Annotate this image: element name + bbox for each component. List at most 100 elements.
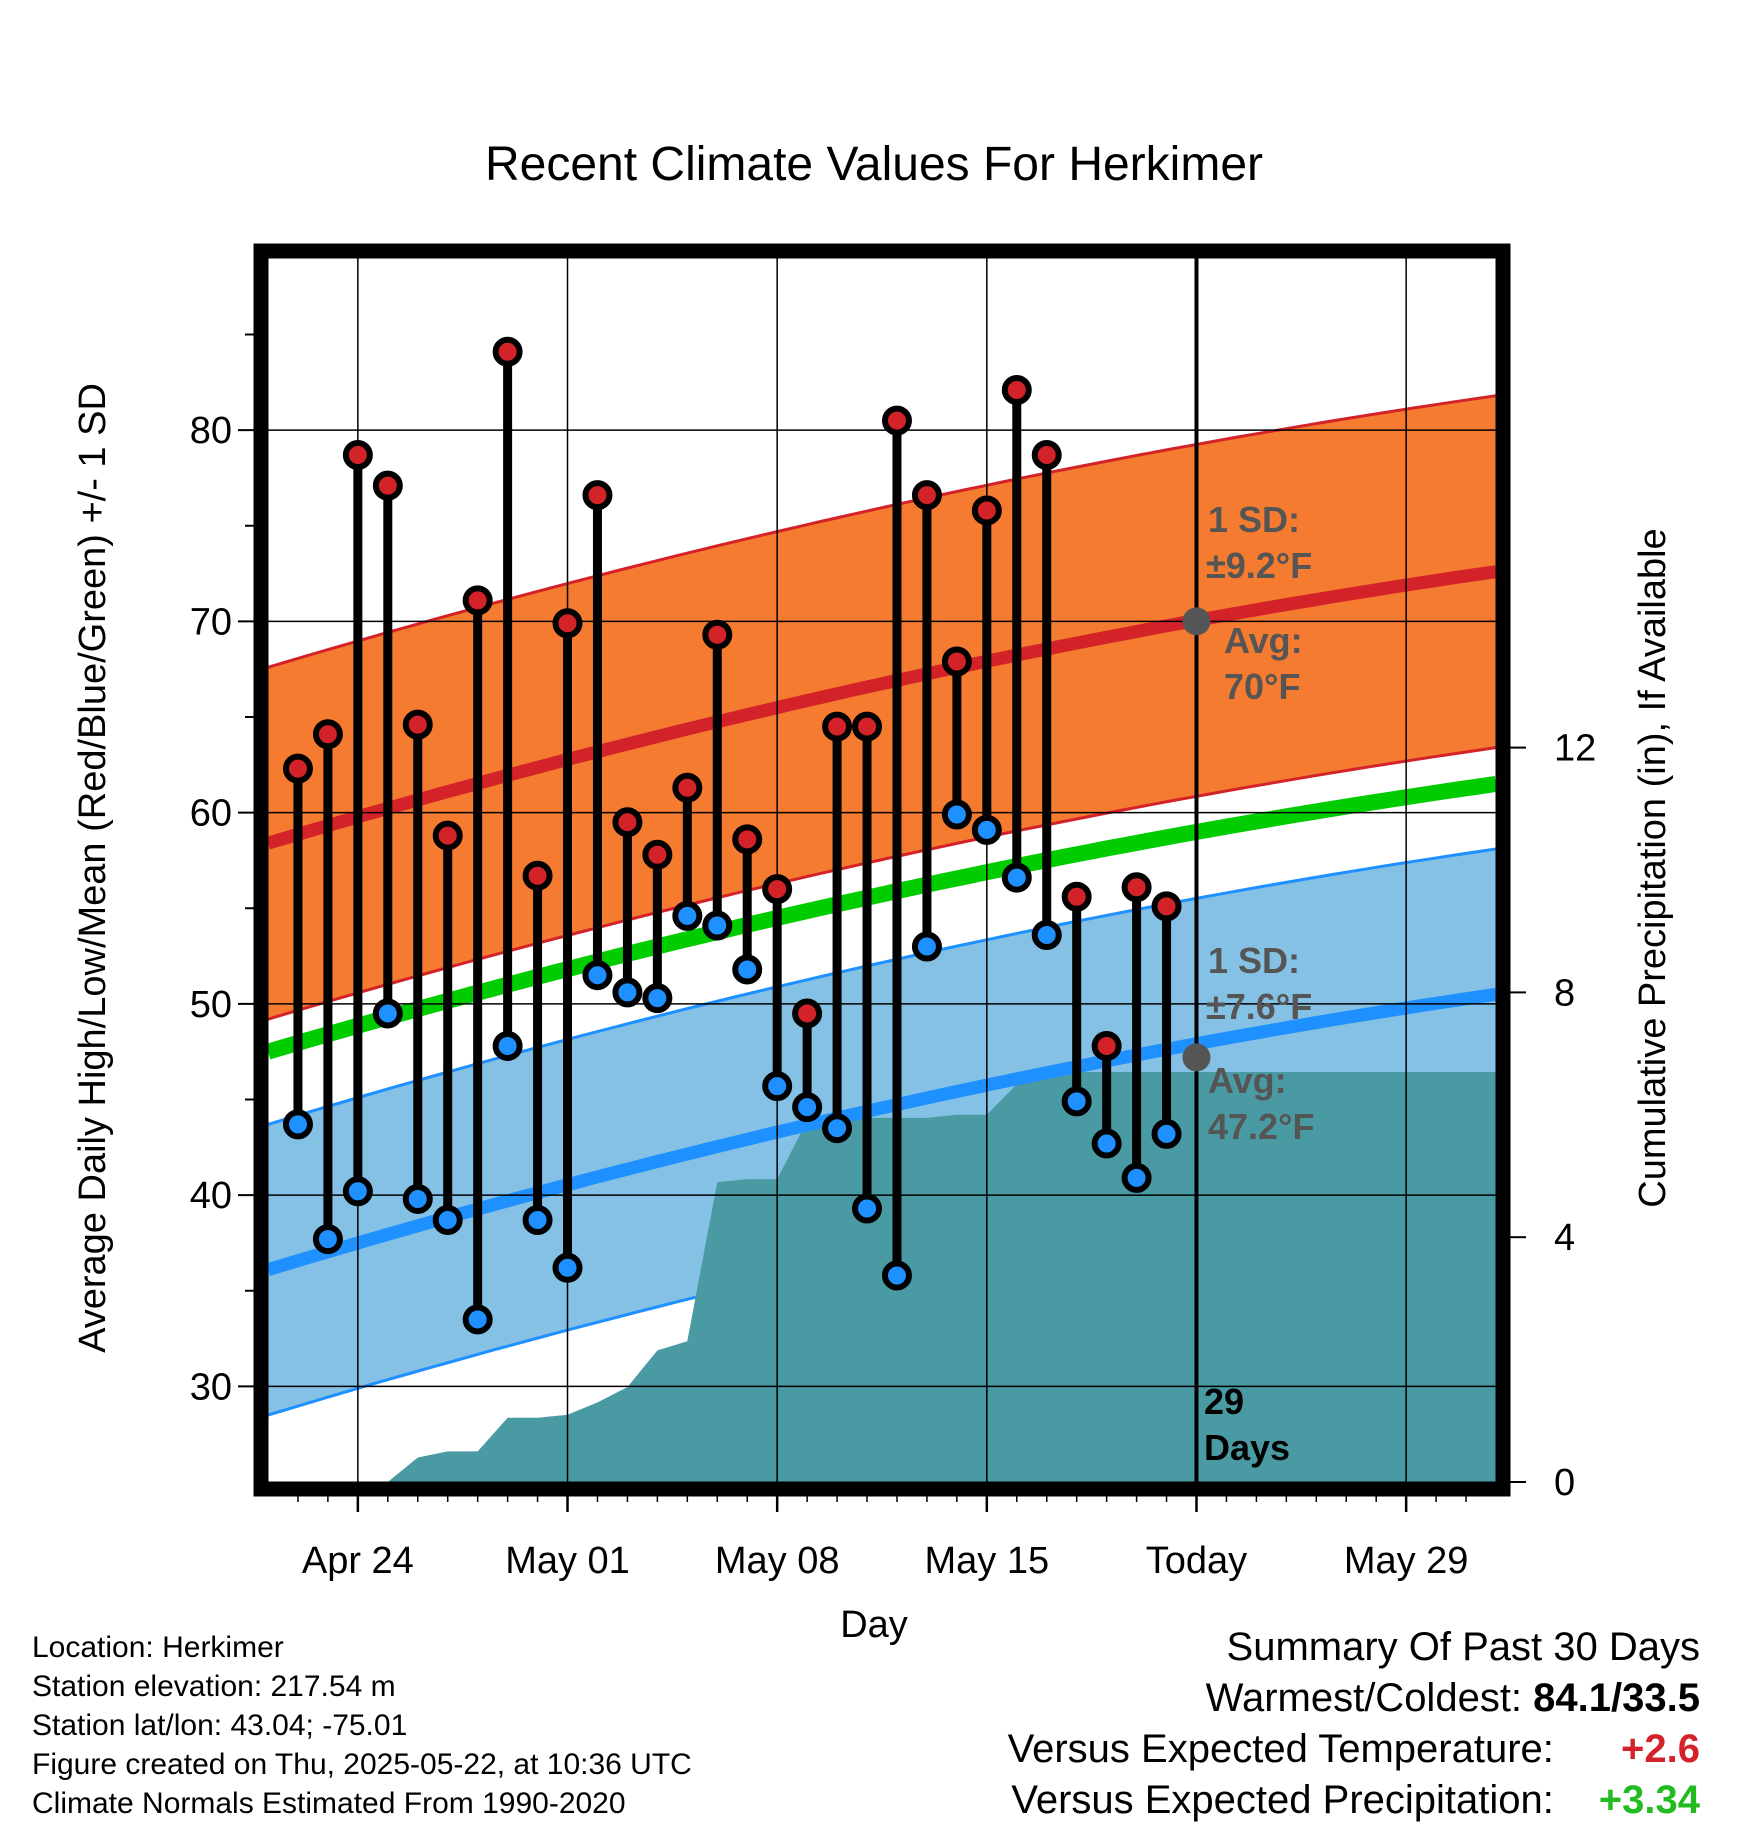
summary-precip-row: Versus Expected Precipitation: +3.34 [1008, 1775, 1700, 1826]
daily-low-point [1121, 1162, 1152, 1193]
daily-low-point [732, 954, 763, 985]
daily-low-point [792, 1092, 823, 1123]
days-count: 29 [1204, 1381, 1244, 1422]
low-avg-value: 47.2°F [1208, 1106, 1314, 1147]
daily-low-point [1061, 1086, 1092, 1117]
x-tick-label: May 08 [715, 1540, 840, 1582]
x-tick-label: May 01 [505, 1540, 630, 1582]
daily-low-point [552, 1252, 583, 1283]
y2-tick-label: 8 [1554, 972, 1575, 1014]
summary-warmest-label: Warmest/Coldest: [1205, 1676, 1523, 1720]
summary-temp-label: Versus Expected Temperature: [1007, 1727, 1554, 1771]
x-tick-label: Today [1146, 1540, 1247, 1582]
daily-high-point [1061, 881, 1092, 912]
daily-high-point [342, 439, 373, 470]
daily-high-point [612, 807, 643, 838]
daily-high-point [852, 711, 883, 742]
daily-high-point [642, 839, 673, 870]
daily-high-point [492, 336, 523, 367]
high-avg-marker [1182, 607, 1211, 636]
daily-high-point [402, 709, 433, 740]
daily-low-point [312, 1224, 343, 1255]
mean-normal-line [268, 775, 1496, 1060]
daily-low-point [1151, 1118, 1182, 1149]
y2-tick-label: 0 [1554, 1462, 1575, 1504]
daily-high-point [732, 824, 763, 855]
high-band [268, 395, 1496, 1020]
y-tick-label: 80 [190, 410, 232, 452]
low-sd-value: ±7.6°F [1206, 986, 1312, 1027]
summary-panel: Summary Of Past 30 Days Warmest/Coldest:… [1008, 1622, 1700, 1826]
y-tick-label: 60 [190, 793, 232, 835]
low-normal-line [268, 987, 1496, 1276]
low-avg-marker [1182, 1043, 1211, 1072]
info-normals: Climate Normals Estimated From 1990-2020 [32, 1787, 626, 1820]
high-sd-label: 1 SD: [1208, 499, 1300, 540]
daily-high-point [1031, 439, 1062, 470]
daily-low-point [672, 900, 703, 931]
chart-title: Recent Climate Values For Herkimer [485, 138, 1263, 191]
info-created: Figure created on Thu, 2025-05-22, at 10… [32, 1748, 692, 1781]
days-label: Days [1204, 1427, 1290, 1468]
daily-low-point [462, 1304, 493, 1335]
x-tick-label: May 29 [1344, 1540, 1469, 1582]
info-location: Location: Herkimer [32, 1631, 284, 1664]
daily-high-point [881, 405, 912, 436]
daily-low-point [492, 1030, 523, 1061]
daily-high-point [1091, 1030, 1122, 1061]
summary-warmest-row: Warmest/Coldest: 84.1/33.5 [1008, 1673, 1700, 1724]
daily-high-point [1001, 374, 1032, 405]
x-tick-label: Apr 24 [302, 1540, 414, 1582]
summary-precip-label: Versus Expected Precipitation: [1011, 1778, 1554, 1822]
daily-high-point [552, 608, 583, 639]
high-avg-label: Avg: [1224, 620, 1303, 661]
daily-low-point [342, 1176, 373, 1207]
high-normal-line [268, 565, 1496, 850]
high-avg-value: 70°F [1224, 666, 1300, 707]
daily-low-point [971, 814, 1002, 845]
daily-high-point [911, 480, 942, 511]
daily-low-point [762, 1071, 793, 1102]
daily-low-point [612, 977, 643, 1008]
y2-tick-label: 4 [1554, 1217, 1575, 1259]
x-axis-title: Day [840, 1604, 908, 1646]
daily-low-point [941, 799, 972, 830]
summary-heading: Summary Of Past 30 Days [1226, 1625, 1700, 1669]
daily-low-point [822, 1113, 853, 1144]
precipitation-area [268, 1072, 1496, 1482]
daily-low-point [1031, 920, 1062, 951]
daily-high-point [702, 619, 733, 650]
daily-high-point [672, 772, 703, 803]
summary-warmest-value: 84.1/33.5 [1533, 1676, 1700, 1720]
daily-high-point [462, 585, 493, 616]
summary-precip-value: +3.34 [1598, 1778, 1700, 1822]
daily-low-point [432, 1204, 463, 1235]
station-info: Location: Herkimer Station elevation: 21… [32, 1628, 692, 1823]
daily-low-point [852, 1193, 883, 1224]
daily-low-point [642, 983, 673, 1014]
daily-low-point [1001, 862, 1032, 893]
daily-high-point [762, 874, 793, 905]
info-elevation: Station elevation: 217.54 m [32, 1670, 396, 1703]
daily-high-point [822, 711, 853, 742]
x-tick-label: May 15 [925, 1540, 1050, 1582]
y-tick-label: 50 [190, 984, 232, 1026]
daily-low-point [372, 998, 403, 1029]
daily-high-point [941, 646, 972, 677]
daily-low-point [1091, 1128, 1122, 1159]
daily-high-point [432, 820, 463, 851]
daily-high-point [971, 495, 1002, 526]
daily-low-point [702, 910, 733, 941]
low-avg-label: Avg: [1208, 1060, 1287, 1101]
daily-high-point [282, 753, 313, 784]
y-tick-label: 70 [190, 601, 232, 643]
y-tick-label: 30 [190, 1366, 232, 1408]
summary-temp-value: +2.6 [1621, 1727, 1700, 1771]
y-tick-label: 40 [190, 1175, 232, 1217]
y2-tick-label: 12 [1554, 728, 1596, 770]
high-band-lower-edge [268, 746, 1496, 1021]
daily-low-point [881, 1260, 912, 1291]
daily-high-point [522, 860, 553, 891]
daily-low-point [402, 1183, 433, 1214]
